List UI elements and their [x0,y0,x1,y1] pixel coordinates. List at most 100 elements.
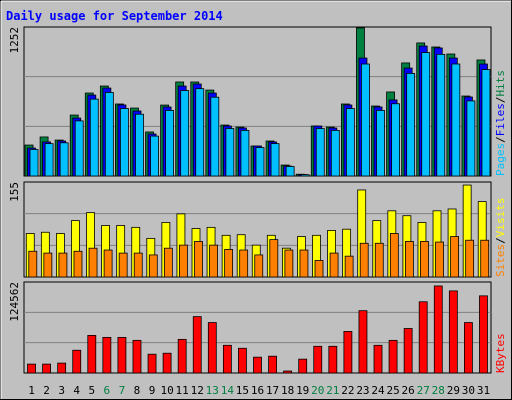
bar [58,252,68,278]
legend-entry: KBytes [494,333,507,373]
bar [163,247,173,278]
bar [177,338,187,374]
x-tick-label: 15 [236,384,249,397]
bar [87,335,97,374]
bar [102,336,112,374]
bar [210,96,220,177]
bar [120,108,129,177]
x-tick-label: 4 [73,384,80,397]
bar [270,143,280,177]
x-tick-label: 30 [462,384,475,397]
legend-separator: / [494,136,507,143]
bar [298,358,308,374]
bar [222,344,232,374]
bar [284,249,294,278]
bar [59,142,69,177]
legend-entry: Files [494,103,507,136]
x-tick-label: 18 [281,384,294,397]
bar [450,236,459,278]
x-tick-label: 20 [311,384,324,397]
bar [283,370,293,374]
bar [376,110,385,177]
bar [391,103,400,177]
bar [42,363,51,374]
bar [315,128,325,177]
bar [135,113,144,177]
bar [238,347,247,374]
bar [268,355,277,374]
x-tick-label: 28 [432,384,445,397]
bar [28,250,38,278]
bar [314,260,324,278]
bar [299,249,309,278]
bar [480,239,490,278]
legend-entry: Hits [494,70,507,97]
bar [194,241,203,278]
bar [148,254,158,278]
bar [29,149,39,177]
bar [165,110,175,177]
bar [89,98,99,177]
x-tick-label: 14 [221,384,235,397]
legend: Pages/Files/Hits [494,70,507,176]
bar [373,344,383,374]
bar [388,339,398,374]
x-tick-label: 21 [326,384,339,397]
x-tick-label: 8 [134,384,141,397]
bar [162,352,172,374]
bar [180,90,190,177]
bar [481,69,491,177]
x-tick-label: 1 [28,384,35,397]
bar [44,143,54,177]
bar [253,356,262,374]
bar [479,295,488,374]
bar [433,285,443,374]
bar [179,244,188,278]
x-tick-label: 16 [251,384,264,397]
bar [73,250,83,278]
x-tick-label: 2 [43,384,50,397]
bar [255,147,265,177]
x-tick-label: 9 [149,384,156,397]
bar [420,241,429,278]
x-tick-label: 5 [88,384,95,397]
bar [361,63,370,177]
bar [104,92,114,177]
bar [406,73,416,177]
bar [359,242,369,278]
bar [403,328,413,374]
bar [466,100,476,177]
bar [192,316,202,374]
bar [118,252,128,278]
bar [57,362,67,374]
bar [225,128,235,177]
bar [224,249,234,278]
bar [209,244,218,278]
bar [344,255,354,278]
bar [329,252,339,278]
bar [328,345,338,374]
x-tick-label: 19 [296,384,309,397]
bar [150,135,159,177]
x-tick-label: 7 [119,384,126,397]
bar [418,301,428,374]
chart-title: Daily usage for September 2014 [6,9,223,23]
bar [74,120,84,177]
y-tick-label: 124562 [8,282,21,322]
legend: Sites/Visits [494,198,507,278]
bar [435,241,444,278]
bar [103,249,113,278]
bar [269,239,279,278]
y-tick-label: 1252 [8,27,21,54]
bar [343,331,353,374]
bar [358,310,368,374]
bar [43,252,53,278]
x-tick-label: 22 [341,384,354,397]
bar [421,52,431,177]
x-tick-label: 10 [160,384,173,397]
x-tick-label: 12 [191,384,204,397]
y-tick-label: 155 [8,182,21,202]
legend-separator: / [494,97,507,104]
legend-entry: Visits [494,198,507,238]
legend-entry: Pages [494,143,507,176]
